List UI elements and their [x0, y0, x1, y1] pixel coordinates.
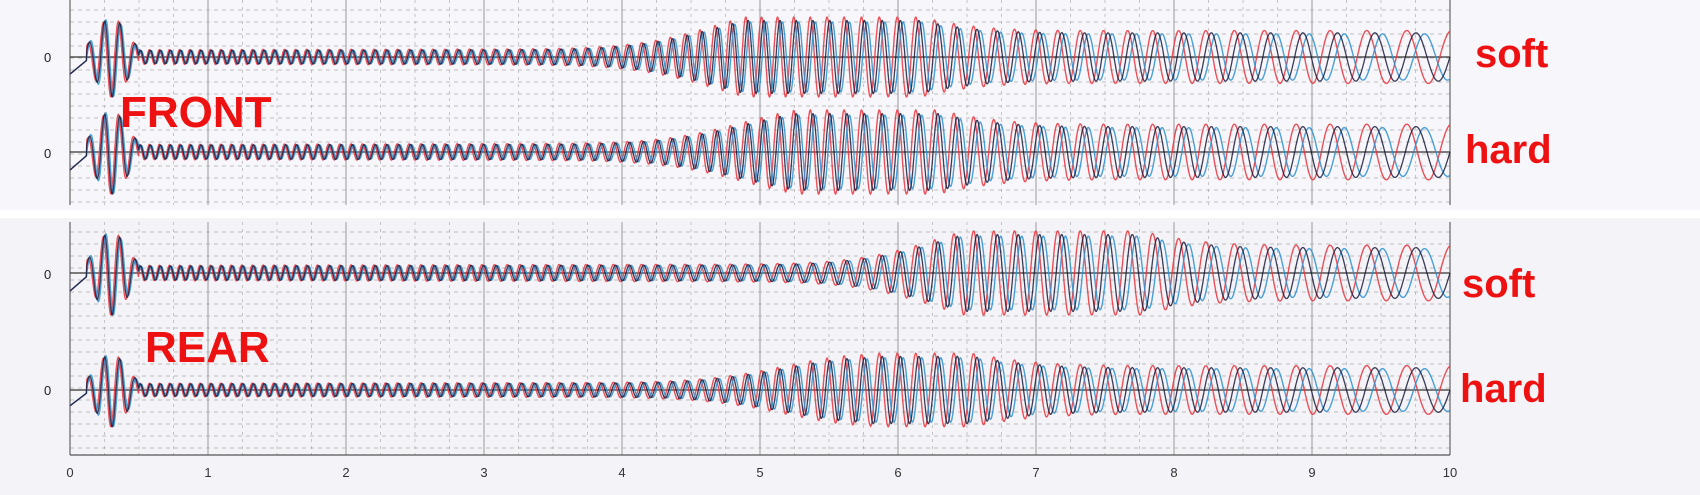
front-hard-label: hard — [1465, 128, 1552, 172]
trace-front-soft-blue — [69, 18, 1451, 98]
trace-front-soft-dark — [69, 19, 1451, 98]
trace-front-hard-red — [69, 108, 1451, 196]
trace-front-hard-dark — [69, 112, 1451, 195]
front-soft-zero-label: 0 — [44, 50, 51, 65]
trace-rear-soft-red — [69, 230, 1451, 316]
trace-rear-soft-blue — [69, 232, 1451, 316]
rear-hard-zero-label: 0 — [44, 383, 51, 398]
x-tick-label: 9 — [1308, 465, 1315, 480]
x-axis-ticks: 0 1 2 3 4 5 6 7 8 9 10 — [66, 465, 1457, 480]
x-tick-label: 0 — [66, 465, 73, 480]
front-soft-label: soft — [1475, 32, 1548, 76]
x-tick-label: 5 — [756, 465, 763, 480]
x-tick-label: 8 — [1170, 465, 1177, 480]
trace-rear-hard-dark — [69, 355, 1451, 428]
x-tick-label: 6 — [894, 465, 901, 480]
traces — [69, 15, 1451, 428]
front-hard-zero-label: 0 — [44, 146, 51, 161]
x-tick-label: 3 — [480, 465, 487, 480]
trace-rear-hard-blue — [69, 354, 1451, 427]
trace-front-soft-red — [69, 15, 1451, 99]
x-tick-label: 1 — [204, 465, 211, 480]
x-tick-label: 7 — [1032, 465, 1039, 480]
rear-group-label: REAR — [145, 323, 270, 372]
x-tick-label: 2 — [342, 465, 349, 480]
front-group-label: FRONT — [120, 88, 272, 137]
x-tick-label: 4 — [618, 465, 625, 480]
rear-soft-zero-label: 0 — [44, 267, 51, 282]
trace-rear-soft-dark — [69, 233, 1451, 316]
rear-hard-label: hard — [1460, 367, 1547, 411]
trace-front-hard-blue — [69, 111, 1451, 195]
trace-rear-hard-red — [69, 352, 1451, 428]
x-tick-label: 10 — [1443, 465, 1457, 480]
rear-soft-label: soft — [1462, 262, 1535, 306]
